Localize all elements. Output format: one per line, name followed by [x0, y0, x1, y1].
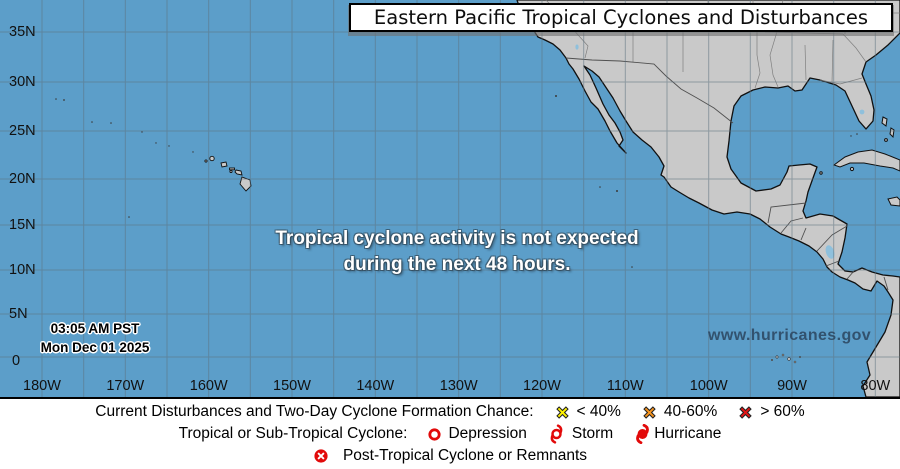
lake-okeechobee	[859, 109, 865, 115]
niihau	[204, 159, 208, 163]
depression-circle-icon	[428, 427, 442, 441]
hurricane-label: Hurricane	[654, 425, 722, 442]
cyclone-type-label: Tropical or Sub-Tropical Cyclone:	[178, 425, 408, 442]
kauai	[209, 155, 215, 162]
lon-label: 170W	[106, 378, 144, 394]
lon-label: 90W	[777, 378, 807, 394]
bahamas-3	[884, 138, 888, 142]
legend-row-formation-chance: Current Disturbances and Two-Day Cyclone…	[95, 402, 804, 423]
lon-label: 150W	[273, 378, 311, 394]
no-activity-message: Tropical cyclone activity is not expecte…	[227, 226, 687, 278]
post-tropical-label: Post-Tropical Cyclone or Remnants	[342, 447, 588, 464]
lon-label: 110W	[607, 378, 644, 394]
basemap-graphic: 35N 30N 25N 20N 15N 10N 5N 0 180W 170W 1…	[0, 0, 900, 397]
lon-label: 80W	[860, 378, 890, 394]
legend-item-storm: Storm	[547, 424, 613, 444]
graticule	[0, 0, 900, 397]
bahamas-2	[889, 127, 895, 139]
lon-label: 130W	[440, 378, 478, 394]
lat-label: 15N	[9, 217, 36, 233]
small-islets	[55, 95, 858, 268]
medium-chance-label: 40-60%	[663, 403, 718, 420]
legend-item-post-tropical: Post-Tropical Cyclone or Remnants	[313, 447, 587, 465]
x-marker-orange-icon	[643, 405, 656, 419]
cozumel	[819, 171, 823, 175]
timestamp-date: Mon Dec 01 2025	[40, 340, 150, 355]
lat-label: 35N	[9, 24, 36, 40]
timestamp-time: 03:05 AM PST	[50, 321, 140, 336]
map-legend: Current Disturbances and Two-Day Cyclone…	[0, 399, 900, 469]
map-title: Eastern Pacific Tropical Cyclones and Di…	[373, 6, 869, 29]
issuance-timestamp: 03:05 AM PST Mon Dec 01 2025	[24, 319, 166, 357]
post-tropical-symbol-icon	[314, 449, 328, 463]
lon-label: 120W	[523, 378, 561, 394]
hawaiian-islands	[204, 155, 252, 192]
molokai	[229, 167, 235, 171]
legend-item-depression: Depression	[427, 425, 527, 443]
lanai	[229, 169, 233, 174]
lake-nicaragua	[825, 245, 835, 259]
lat-label: 10N	[9, 262, 36, 278]
no-activity-message-line2: during the next 48 hours.	[343, 254, 571, 275]
lon-label: 160W	[190, 378, 228, 394]
latitude-labels: 35N 30N 25N 20N 15N 10N 5N 0	[9, 24, 36, 369]
salton-sea	[575, 44, 579, 50]
map-title-banner: Eastern Pacific Tropical Cyclones and Di…	[349, 3, 893, 32]
low-chance-label: < 40%	[576, 403, 621, 420]
oahu	[220, 161, 228, 168]
lat-label: 0	[12, 353, 20, 369]
bahamas	[881, 116, 888, 127]
caribbean-islands	[819, 116, 900, 207]
lat-label: 5N	[9, 306, 28, 322]
legend-item-low-chance: < 40%	[554, 403, 621, 421]
isla-juventud	[849, 166, 855, 172]
legend-row-post-tropical: Post-Tropical Cyclone or Remnants	[313, 446, 587, 467]
maui	[234, 169, 243, 176]
formation-chance-label: Current Disturbances and Two-Day Cyclone…	[95, 403, 534, 420]
storm-label: Storm	[571, 425, 614, 442]
lon-label: 140W	[356, 378, 394, 394]
cuba	[832, 149, 900, 172]
legend-item-high-chance: > 60%	[737, 403, 805, 421]
longitude-labels: 180W 170W 160W 150W 140W 130W 120W 110W …	[23, 378, 890, 394]
lat-label: 30N	[9, 74, 36, 90]
legend-row-cyclone-types: Tropical or Sub-Tropical Cyclone: Depres…	[178, 424, 721, 445]
lat-label: 20N	[9, 171, 36, 187]
lat-label: 25N	[9, 123, 36, 139]
lakes	[575, 44, 865, 259]
x-marker-red-icon	[739, 405, 753, 419]
high-chance-label: > 60%	[760, 403, 805, 420]
storm-symbol-icon	[550, 424, 563, 444]
lon-label: 100W	[690, 378, 728, 394]
hurricanes-gov-watermark: www.hurricanes.gov	[708, 327, 872, 344]
legend-item-hurricane: Hurricane	[633, 424, 721, 444]
x-marker-yellow-icon	[555, 405, 569, 419]
depression-label: Depression	[448, 425, 527, 442]
legend-item-medium-chance: 40-60%	[641, 403, 717, 421]
hurricane-symbol-icon	[636, 424, 650, 444]
eastern-pacific-outlook-map: 35N 30N 25N 20N 15N 10N 5N 0 180W 170W 1…	[0, 0, 900, 399]
jamaica	[887, 196, 900, 207]
lon-label: 180W	[23, 378, 61, 394]
no-activity-message-line1: Tropical cyclone activity is not expecte…	[275, 228, 639, 249]
